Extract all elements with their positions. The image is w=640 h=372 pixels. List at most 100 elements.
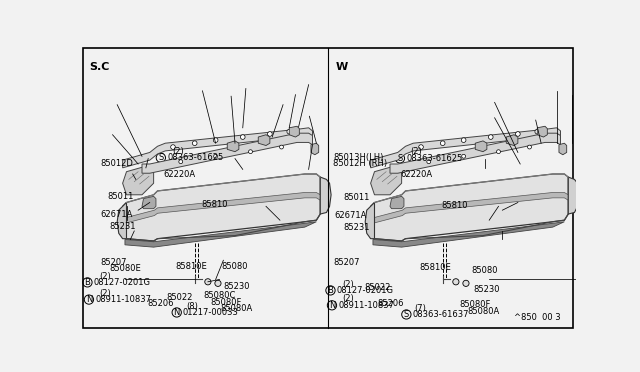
Text: 85080: 85080 (472, 266, 499, 275)
Circle shape (535, 129, 540, 134)
Circle shape (280, 145, 284, 149)
Polygon shape (476, 141, 487, 152)
Text: 01217-00033: 01217-00033 (183, 308, 239, 317)
Polygon shape (371, 174, 568, 241)
Text: 85080F: 85080F (460, 300, 491, 309)
Text: B: B (328, 286, 333, 295)
Polygon shape (142, 133, 312, 173)
Circle shape (213, 138, 218, 142)
Circle shape (452, 279, 459, 285)
Polygon shape (311, 143, 319, 155)
Text: 85810E: 85810E (176, 262, 207, 271)
Text: S: S (397, 154, 403, 163)
Text: (2): (2) (342, 295, 354, 304)
Polygon shape (365, 202, 374, 239)
Polygon shape (506, 135, 518, 145)
Text: N: N (173, 308, 180, 317)
Text: 85230: 85230 (474, 285, 500, 294)
Polygon shape (227, 141, 239, 152)
Circle shape (440, 141, 445, 145)
Text: 85080C: 85080C (203, 291, 236, 300)
Polygon shape (123, 164, 154, 195)
Polygon shape (537, 126, 547, 137)
Circle shape (248, 150, 252, 154)
Text: 62220A: 62220A (400, 170, 432, 179)
Text: 08363-61637: 08363-61637 (413, 310, 469, 319)
Circle shape (241, 135, 245, 140)
Text: 08127-0201G: 08127-0201G (337, 286, 394, 295)
Text: 85080A: 85080A (220, 304, 253, 313)
Circle shape (419, 145, 423, 150)
Text: (2): (2) (99, 289, 111, 298)
Polygon shape (390, 196, 404, 209)
Circle shape (193, 141, 197, 145)
Polygon shape (373, 222, 564, 247)
Circle shape (427, 160, 431, 164)
Text: 85810E: 85810E (420, 263, 451, 272)
Text: (2): (2) (99, 272, 111, 280)
Circle shape (215, 280, 221, 286)
Text: 85231: 85231 (343, 223, 369, 232)
Polygon shape (559, 143, 566, 155)
Circle shape (527, 145, 531, 149)
Text: S.C: S.C (90, 62, 109, 71)
Polygon shape (123, 128, 312, 168)
Polygon shape (259, 135, 270, 145)
Text: 08363-61625: 08363-61625 (167, 153, 223, 162)
Text: 85810: 85810 (202, 200, 228, 209)
Polygon shape (125, 222, 316, 247)
Text: 85011: 85011 (343, 193, 369, 202)
Text: 85022: 85022 (167, 293, 193, 302)
Text: 85080A: 85080A (468, 307, 500, 315)
Text: 85230: 85230 (224, 282, 250, 291)
Text: (8): (8) (187, 302, 198, 311)
Circle shape (214, 154, 218, 158)
Text: (2): (2) (172, 147, 184, 156)
Text: 85207: 85207 (333, 258, 360, 267)
Circle shape (171, 145, 175, 150)
Text: 85012H (RH): 85012H (RH) (333, 159, 387, 168)
Text: 85810: 85810 (441, 201, 468, 209)
Text: 08911-10837: 08911-10837 (338, 301, 394, 310)
Circle shape (461, 154, 465, 158)
Text: 85080: 85080 (221, 262, 248, 271)
Text: 62671A: 62671A (335, 211, 367, 219)
Text: B: B (84, 278, 90, 287)
Circle shape (461, 138, 466, 142)
Text: ^850  00 3: ^850 00 3 (514, 313, 561, 322)
Polygon shape (123, 174, 320, 241)
Text: 85012D: 85012D (101, 159, 134, 168)
Polygon shape (568, 177, 579, 214)
Circle shape (268, 132, 272, 136)
Text: 85080E: 85080E (110, 264, 141, 273)
Text: 62220A: 62220A (163, 170, 195, 179)
Circle shape (463, 280, 469, 286)
Text: (7): (7) (414, 304, 426, 312)
Polygon shape (117, 202, 127, 239)
Polygon shape (289, 126, 300, 137)
Text: 08363-61625: 08363-61625 (406, 154, 462, 163)
Circle shape (488, 135, 493, 140)
Circle shape (497, 150, 500, 154)
Text: 08911-10837: 08911-10837 (95, 295, 151, 304)
Text: 62671A: 62671A (101, 210, 133, 219)
Circle shape (179, 160, 182, 164)
Polygon shape (390, 133, 561, 173)
Text: (2): (2) (342, 280, 354, 289)
Text: 85080F: 85080F (211, 298, 242, 307)
Polygon shape (142, 196, 156, 209)
Text: 85011: 85011 (108, 192, 134, 201)
Text: 08127-0201G: 08127-0201G (93, 278, 150, 287)
Text: 85231: 85231 (110, 222, 136, 231)
Circle shape (287, 129, 292, 134)
Polygon shape (320, 177, 331, 214)
Text: 85207: 85207 (101, 258, 127, 267)
Circle shape (205, 279, 211, 285)
Text: 85022: 85022 (365, 283, 391, 292)
Text: S: S (404, 310, 409, 319)
Polygon shape (371, 128, 561, 168)
Text: N: N (329, 301, 335, 310)
Text: W: W (336, 62, 348, 71)
Text: N: N (86, 295, 92, 304)
Text: (2): (2) (410, 147, 422, 156)
